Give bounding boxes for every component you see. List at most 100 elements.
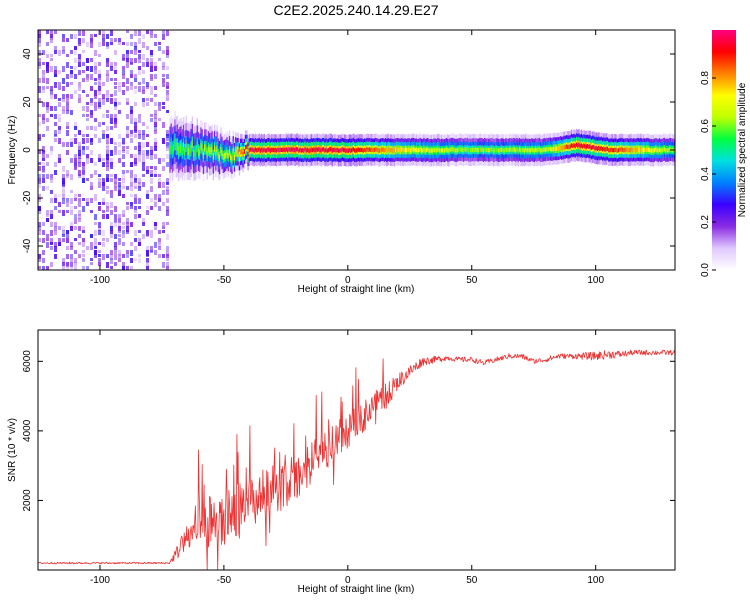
spectrogram-noise-cell [134, 50, 137, 55]
spectrogram-noise-cell [38, 182, 41, 188]
spectrogram-noise-cell [90, 102, 93, 106]
spectrogram-noise-cell [58, 226, 61, 230]
spectrogram-noise-cell [94, 222, 97, 225]
spectrogram-noise-cell [150, 146, 153, 151]
spectrogram-y-ticks: -40 -20 0 20 40 [22, 48, 675, 253]
colorbar-tick-label: 0.0 [700, 263, 711, 277]
spectrogram-signal-cell [274, 147, 277, 153]
spectrogram-noise-cell [54, 134, 57, 137]
spectrogram-noise-cell [154, 174, 157, 177]
spectrogram-signal-cell [558, 146, 560, 151]
spectrogram-noise-cell [106, 78, 109, 82]
spectrogram-noise-cell [86, 146, 89, 150]
spectrogram-noise-cell [106, 138, 109, 144]
spectrogram-noise-cell [110, 166, 113, 169]
spectrogram-noise-cell [106, 70, 109, 76]
spectrogram-noise-cell [42, 114, 45, 120]
spectrogram-noise-cell [102, 186, 105, 191]
spectrogram-noise-cell [138, 130, 141, 135]
spectrogram-noise-cell [122, 42, 125, 45]
spectrogram-noise-cell [42, 102, 45, 107]
spectrogram-noise-cell [82, 106, 85, 111]
spectrogram-noise-cell [146, 62, 149, 67]
spectrogram-signal-cell [568, 144, 570, 150]
spectrogram-noise-cell [134, 78, 137, 82]
spectrogram-signal-cell [471, 147, 474, 152]
spectrogram-noise-cell [138, 258, 141, 263]
spectrogram-noise-cell [46, 30, 49, 34]
spectrogram-signal-cell [371, 147, 373, 152]
spectrogram-noise-cell [62, 78, 65, 84]
spectrogram-noise-cell [158, 42, 161, 45]
spectrogram-noise-cell [150, 78, 153, 81]
spectrogram-noise-cell [110, 258, 113, 264]
spectrogram-noise-cell [166, 262, 169, 268]
spectrogram-noise-cell [42, 266, 45, 270]
spectrogram-signal-cell [321, 147, 324, 152]
spectrogram-noise-cell [150, 54, 153, 57]
spectrogram-noise-cell [74, 154, 77, 159]
spectrogram-noise-cell [66, 54, 69, 57]
spectrogram-noise-cell [66, 142, 69, 147]
spectrogram-signal-cell [391, 148, 393, 153]
spectrogram-noise-cell [138, 242, 141, 246]
spectrogram-signal-cell [486, 147, 488, 152]
spectrogram-signal-cell [207, 145, 210, 153]
spectrogram-noise-cell [90, 234, 93, 238]
spectrogram-noise-cell [134, 118, 137, 124]
spectrogram-noise-cell [78, 142, 81, 146]
spectrogram-noise-cell [74, 266, 77, 270]
spectrogram-signal-cell [580, 143, 583, 148]
spectrogram-noise-cell [130, 42, 133, 46]
spectrogram-noise-cell [122, 210, 125, 214]
spectrogram-noise-cell [98, 178, 101, 182]
spectrogram-noise-cell [126, 266, 129, 270]
spectrogram-signal-cell [655, 147, 657, 152]
spectrogram-noise-cell [94, 50, 97, 56]
spectrogram-signal-cell [393, 148, 396, 153]
spectrogram-noise-cell [146, 194, 149, 199]
spectrogram-noise-cell [58, 82, 61, 86]
spectrogram-noise-cell [42, 78, 45, 83]
spectrogram-noise-cell [62, 230, 65, 235]
spectrogram-noise-cell [98, 122, 101, 127]
spectrogram-noise-cell [130, 110, 133, 114]
spectrogram-signal-cell [362, 148, 365, 153]
spectrogram-noise-cell [158, 194, 161, 198]
spectrogram-noise-cell [106, 186, 109, 189]
spectrogram-noise-cell [78, 174, 81, 178]
spectrogram-noise-cell [142, 134, 145, 140]
spectrogram-signal-cell [304, 147, 306, 152]
spectrogram-signal-cell [497, 148, 500, 153]
spectrogram-noise-cell [50, 178, 53, 183]
spectrogram-signal-cell [456, 148, 459, 153]
spectrogram-signal-cell [526, 148, 528, 153]
spectrogram-noise-cell [146, 126, 149, 129]
spectrogram-noise-cell [154, 62, 157, 66]
spectrogram-noise-cell [78, 242, 81, 245]
spectrogram-noise-cell [58, 130, 61, 134]
spectrogram-noise-cell [54, 70, 57, 74]
spectrogram-noise-cell [114, 66, 117, 70]
spectrogram-noise-cell [134, 206, 137, 210]
spectrogram-signal-cell [510, 147, 512, 152]
spectrogram-signal-cell [598, 145, 600, 151]
spectrogram-noise-cell [134, 230, 137, 236]
spectrogram-noise-cell [154, 122, 157, 127]
spectrogram-noise-cell [130, 174, 133, 178]
spectrogram-noise-cell [94, 90, 97, 96]
spectrogram-noise-cell [126, 114, 129, 119]
spectrogram-signal-cell [599, 146, 601, 151]
spectrogram-noise-cell [106, 98, 109, 102]
spectrogram-noise-cell [38, 38, 41, 43]
spectrogram-signal-cell [308, 148, 310, 153]
spectrogram-noise-cell [98, 54, 101, 57]
spectrogram-signal-cell [476, 148, 479, 153]
spectrogram-noise-cell [166, 178, 169, 184]
spectrogram-noise-cell [70, 70, 73, 74]
spectrogram-noise-cell [42, 118, 45, 124]
spectrogram-noise-cell [130, 106, 133, 112]
spectrogram-signal-cell [283, 147, 285, 152]
spectrogram-signal-cell [331, 148, 334, 153]
spectrogram-noise-cell [118, 182, 121, 187]
